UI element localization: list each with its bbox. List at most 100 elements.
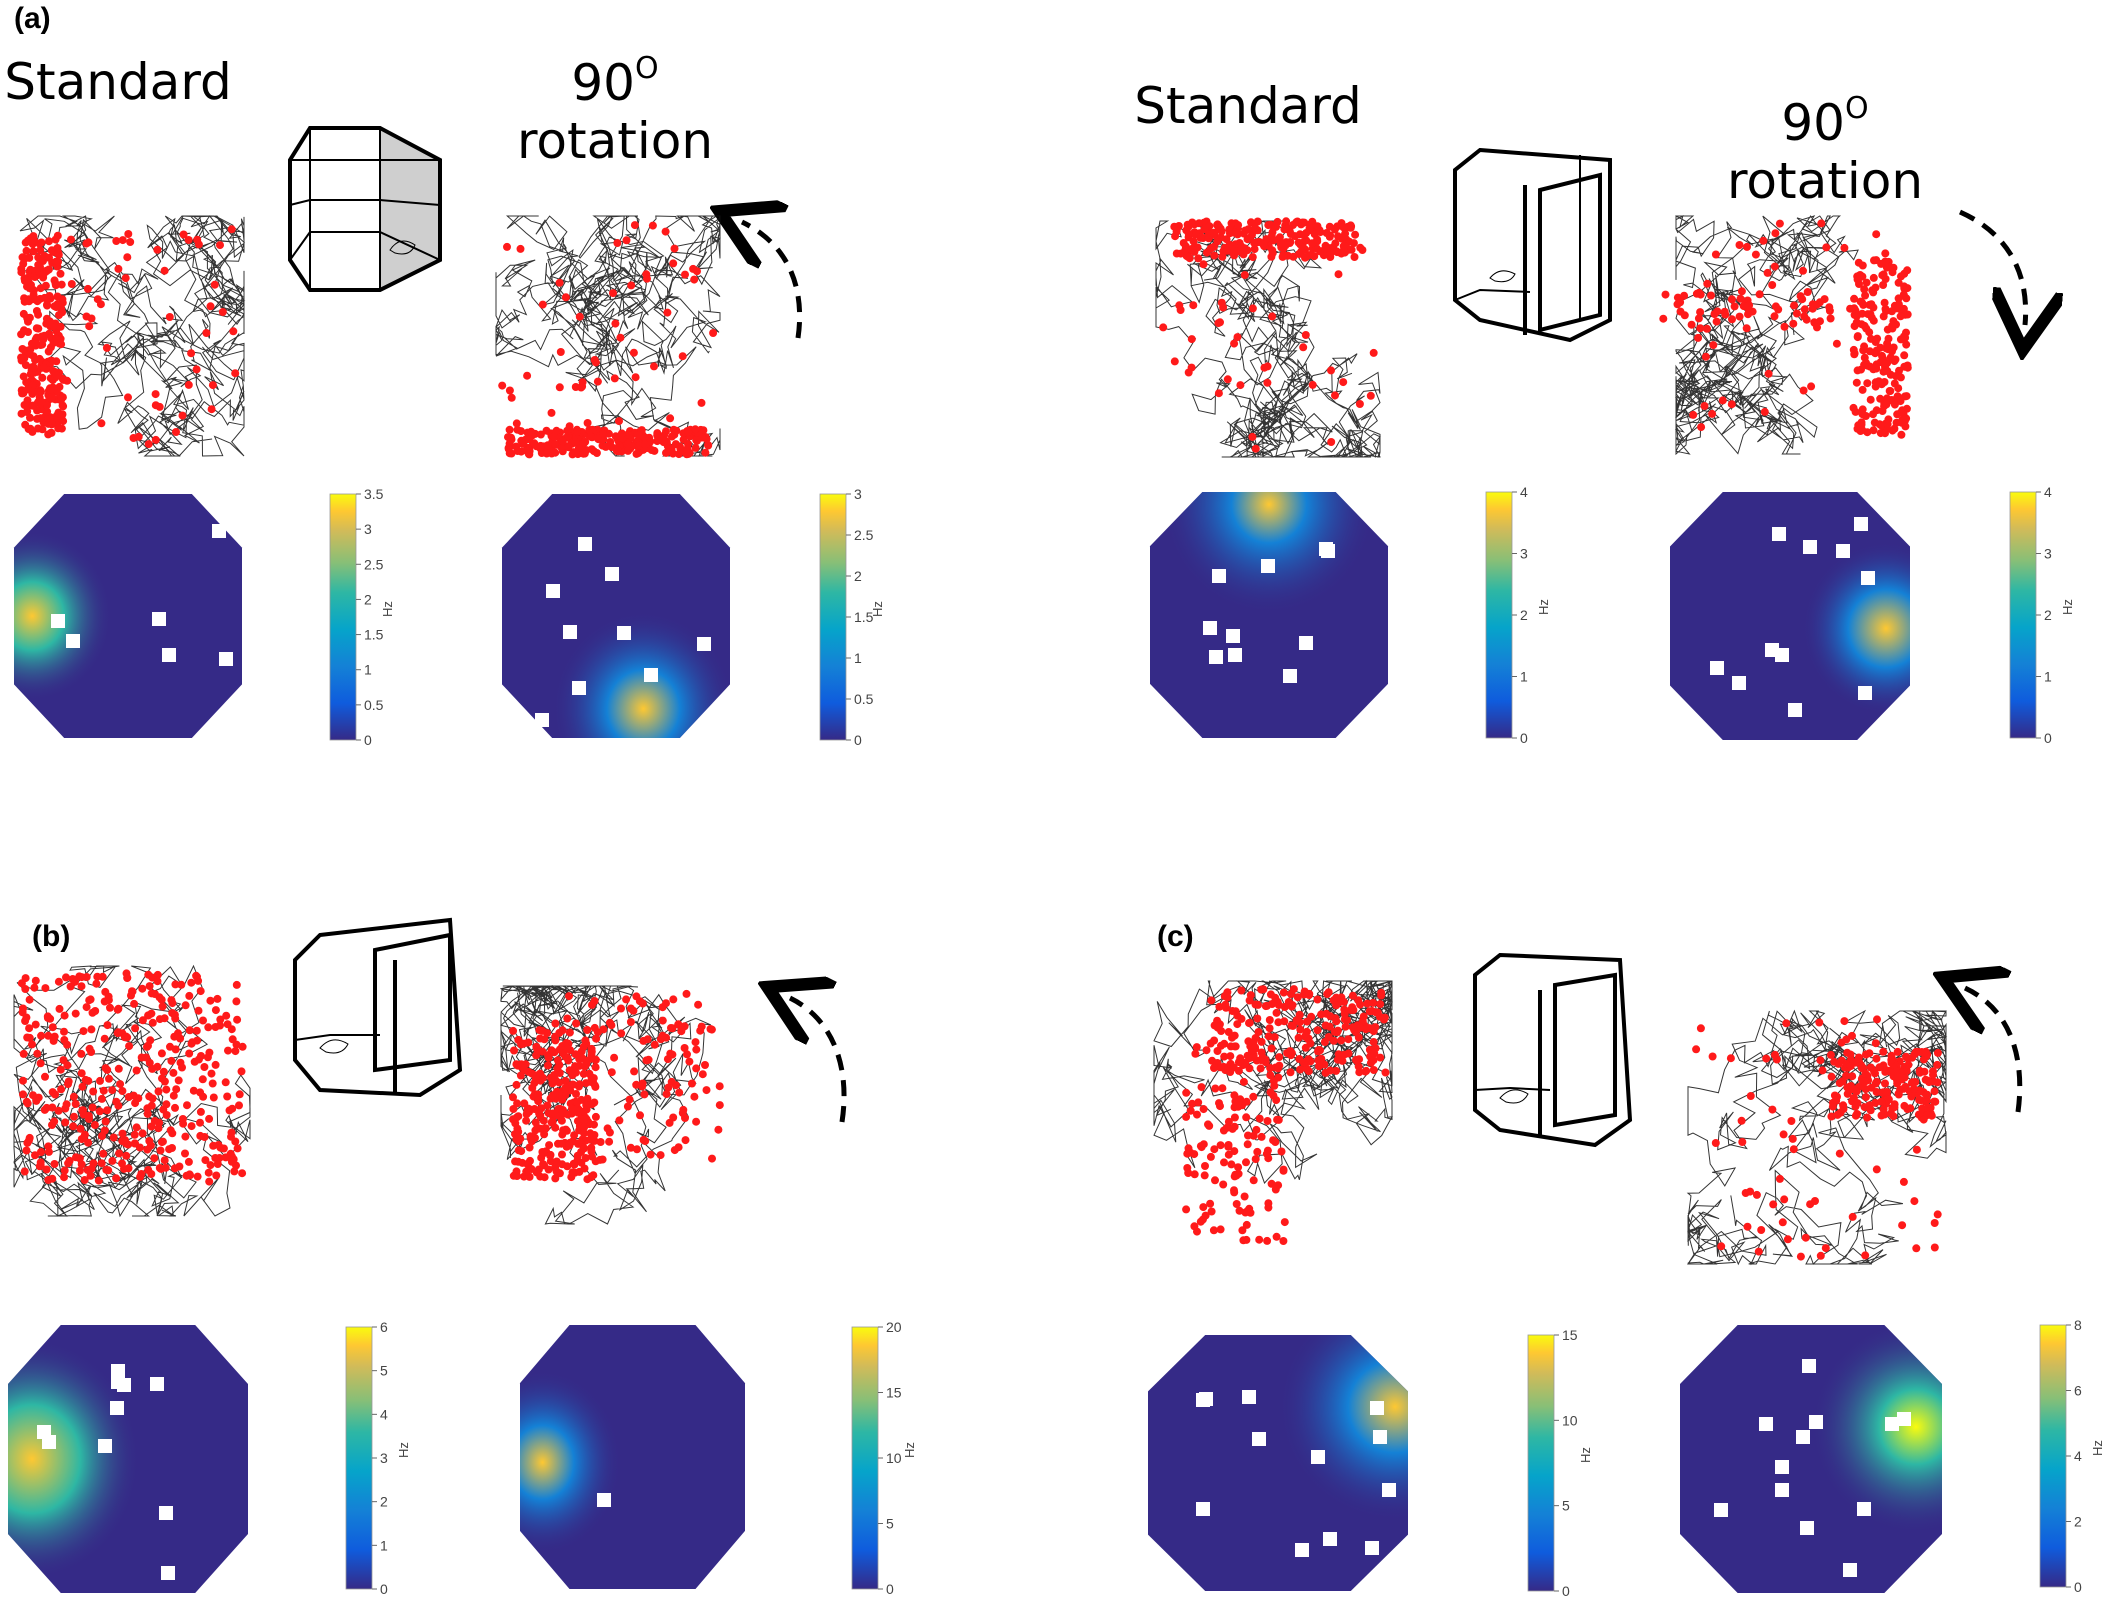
spike-dot	[1194, 254, 1203, 263]
colorbar-a-left-rot: 3 2.5 2 1.5 1 0.5 0 Hz	[819, 486, 885, 748]
spike-dot	[97, 1159, 106, 1168]
spike-dot	[185, 1049, 194, 1058]
spike-dot	[102, 343, 111, 352]
spike-dot	[22, 246, 31, 255]
spike-dot	[613, 239, 622, 247]
spike-dot	[525, 1107, 534, 1116]
spike-dot	[1211, 1084, 1220, 1093]
spike-dot	[1355, 1068, 1364, 1077]
spike-dot	[692, 1064, 701, 1073]
spike-dot	[1912, 1047, 1920, 1056]
spike-dot	[1918, 1104, 1927, 1113]
spike-dot	[116, 1080, 125, 1089]
spike-dot	[563, 426, 572, 435]
rate-map-a-right-rot	[1670, 492, 1910, 740]
spike-dot	[585, 1069, 594, 1078]
spike-dot	[42, 1103, 51, 1112]
spike-dot	[84, 1076, 93, 1085]
spike-dot	[513, 447, 522, 455]
spike-dot	[1712, 317, 1721, 326]
unvisited-bin	[111, 1364, 125, 1378]
spike-dot	[114, 1064, 123, 1073]
spike-dot	[143, 1042, 151, 1051]
spike-dot	[1919, 1115, 1928, 1124]
rate-map-c-rot	[1680, 1325, 1942, 1593]
spike-dot	[1176, 306, 1185, 314]
spike-dot	[1920, 1067, 1929, 1076]
spike-dot	[527, 427, 536, 436]
spike-dot	[19, 1090, 27, 1099]
spike-dot	[108, 1086, 117, 1095]
spike-dot	[524, 1038, 533, 1047]
spike-dot	[1835, 1149, 1844, 1158]
spike-dot	[1853, 333, 1862, 342]
spike-dot	[1869, 273, 1878, 282]
spike-dot	[605, 1018, 614, 1027]
spike-dot	[1334, 270, 1343, 279]
spike-dot	[1341, 1022, 1350, 1031]
spike-dot	[498, 381, 507, 390]
spike-dot	[667, 432, 676, 441]
spike-dot	[1275, 1053, 1284, 1062]
spike-dot	[232, 997, 241, 1006]
spike-dot	[1755, 290, 1764, 299]
spike-dot	[114, 264, 123, 273]
spike-dot	[1266, 1088, 1275, 1097]
spike-dot	[1263, 378, 1272, 387]
spike-dot	[1853, 1110, 1861, 1118]
unvisited-bin	[546, 584, 560, 598]
spike-dot	[632, 449, 641, 458]
spike-dot	[1912, 1145, 1921, 1154]
spike-dot	[667, 1024, 675, 1032]
spike-dot	[669, 995, 678, 1004]
spike-dot	[70, 1112, 78, 1121]
spike-dot	[1340, 1050, 1349, 1059]
spike-dot	[39, 270, 48, 279]
spike-dot	[1292, 1016, 1301, 1025]
spike-dot	[561, 293, 570, 302]
spike-dot	[1337, 1036, 1346, 1045]
spike-dot	[569, 1067, 577, 1076]
spike-dot	[77, 1069, 86, 1078]
spike-dot	[35, 354, 44, 363]
spike-dot	[193, 972, 201, 981]
spike-dot	[513, 425, 522, 434]
spike-dot	[1190, 1150, 1199, 1159]
spike-dot	[1369, 1066, 1378, 1074]
spike-dot	[1299, 343, 1308, 352]
spike-dot	[1302, 253, 1311, 262]
spike-dot	[1897, 408, 1905, 417]
spike-dot	[648, 221, 657, 230]
spike-dot	[23, 316, 32, 324]
spike-dot	[574, 1139, 583, 1148]
spike-dot	[144, 440, 153, 449]
spike-dot	[185, 991, 194, 1000]
spike-dot	[1872, 1088, 1881, 1096]
spike-dot	[1195, 219, 1204, 228]
spike-dot	[1330, 225, 1339, 234]
colorbar-gradient	[1485, 491, 1513, 739]
spike-dot	[505, 425, 514, 434]
spike-dot	[525, 450, 534, 459]
spike-dot	[1230, 1113, 1239, 1122]
colorbar-tick-label: 1.5	[364, 627, 384, 643]
spike-dot	[1689, 410, 1698, 419]
spike-dot	[1873, 1015, 1881, 1024]
spike-dot	[95, 1107, 104, 1116]
spike-dot	[1848, 1072, 1857, 1081]
spike-dot	[1899, 304, 1908, 313]
spike-dot	[565, 992, 573, 1001]
colorbar-tick-label: 0.5	[364, 697, 384, 713]
spike-dot	[25, 253, 34, 262]
spike-dot	[125, 1042, 134, 1051]
spike-dot	[216, 1015, 225, 1024]
spike-dot	[169, 1091, 178, 1100]
spike-dot	[231, 369, 240, 378]
spike-dot	[523, 371, 532, 380]
spike-dot	[1881, 305, 1890, 313]
spike-dot	[591, 1063, 600, 1072]
spike-dot	[98, 1132, 106, 1140]
spike-dot	[1744, 310, 1752, 319]
spike-dot	[54, 257, 63, 266]
spike-dot	[534, 1097, 543, 1106]
